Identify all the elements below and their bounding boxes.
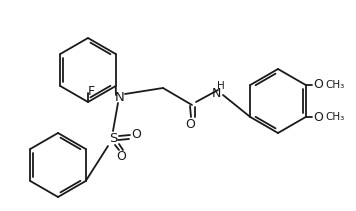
Text: O: O <box>185 118 195 130</box>
Text: N: N <box>211 87 221 100</box>
Text: N: N <box>115 91 125 104</box>
Text: O: O <box>131 128 141 142</box>
Text: F: F <box>88 84 95 97</box>
Text: S: S <box>109 131 117 145</box>
Text: O: O <box>313 111 323 123</box>
Text: O: O <box>313 78 323 92</box>
Text: H: H <box>217 81 225 91</box>
Text: CH₃: CH₃ <box>325 80 344 90</box>
Text: CH₃: CH₃ <box>325 112 344 122</box>
Text: O: O <box>116 150 126 162</box>
